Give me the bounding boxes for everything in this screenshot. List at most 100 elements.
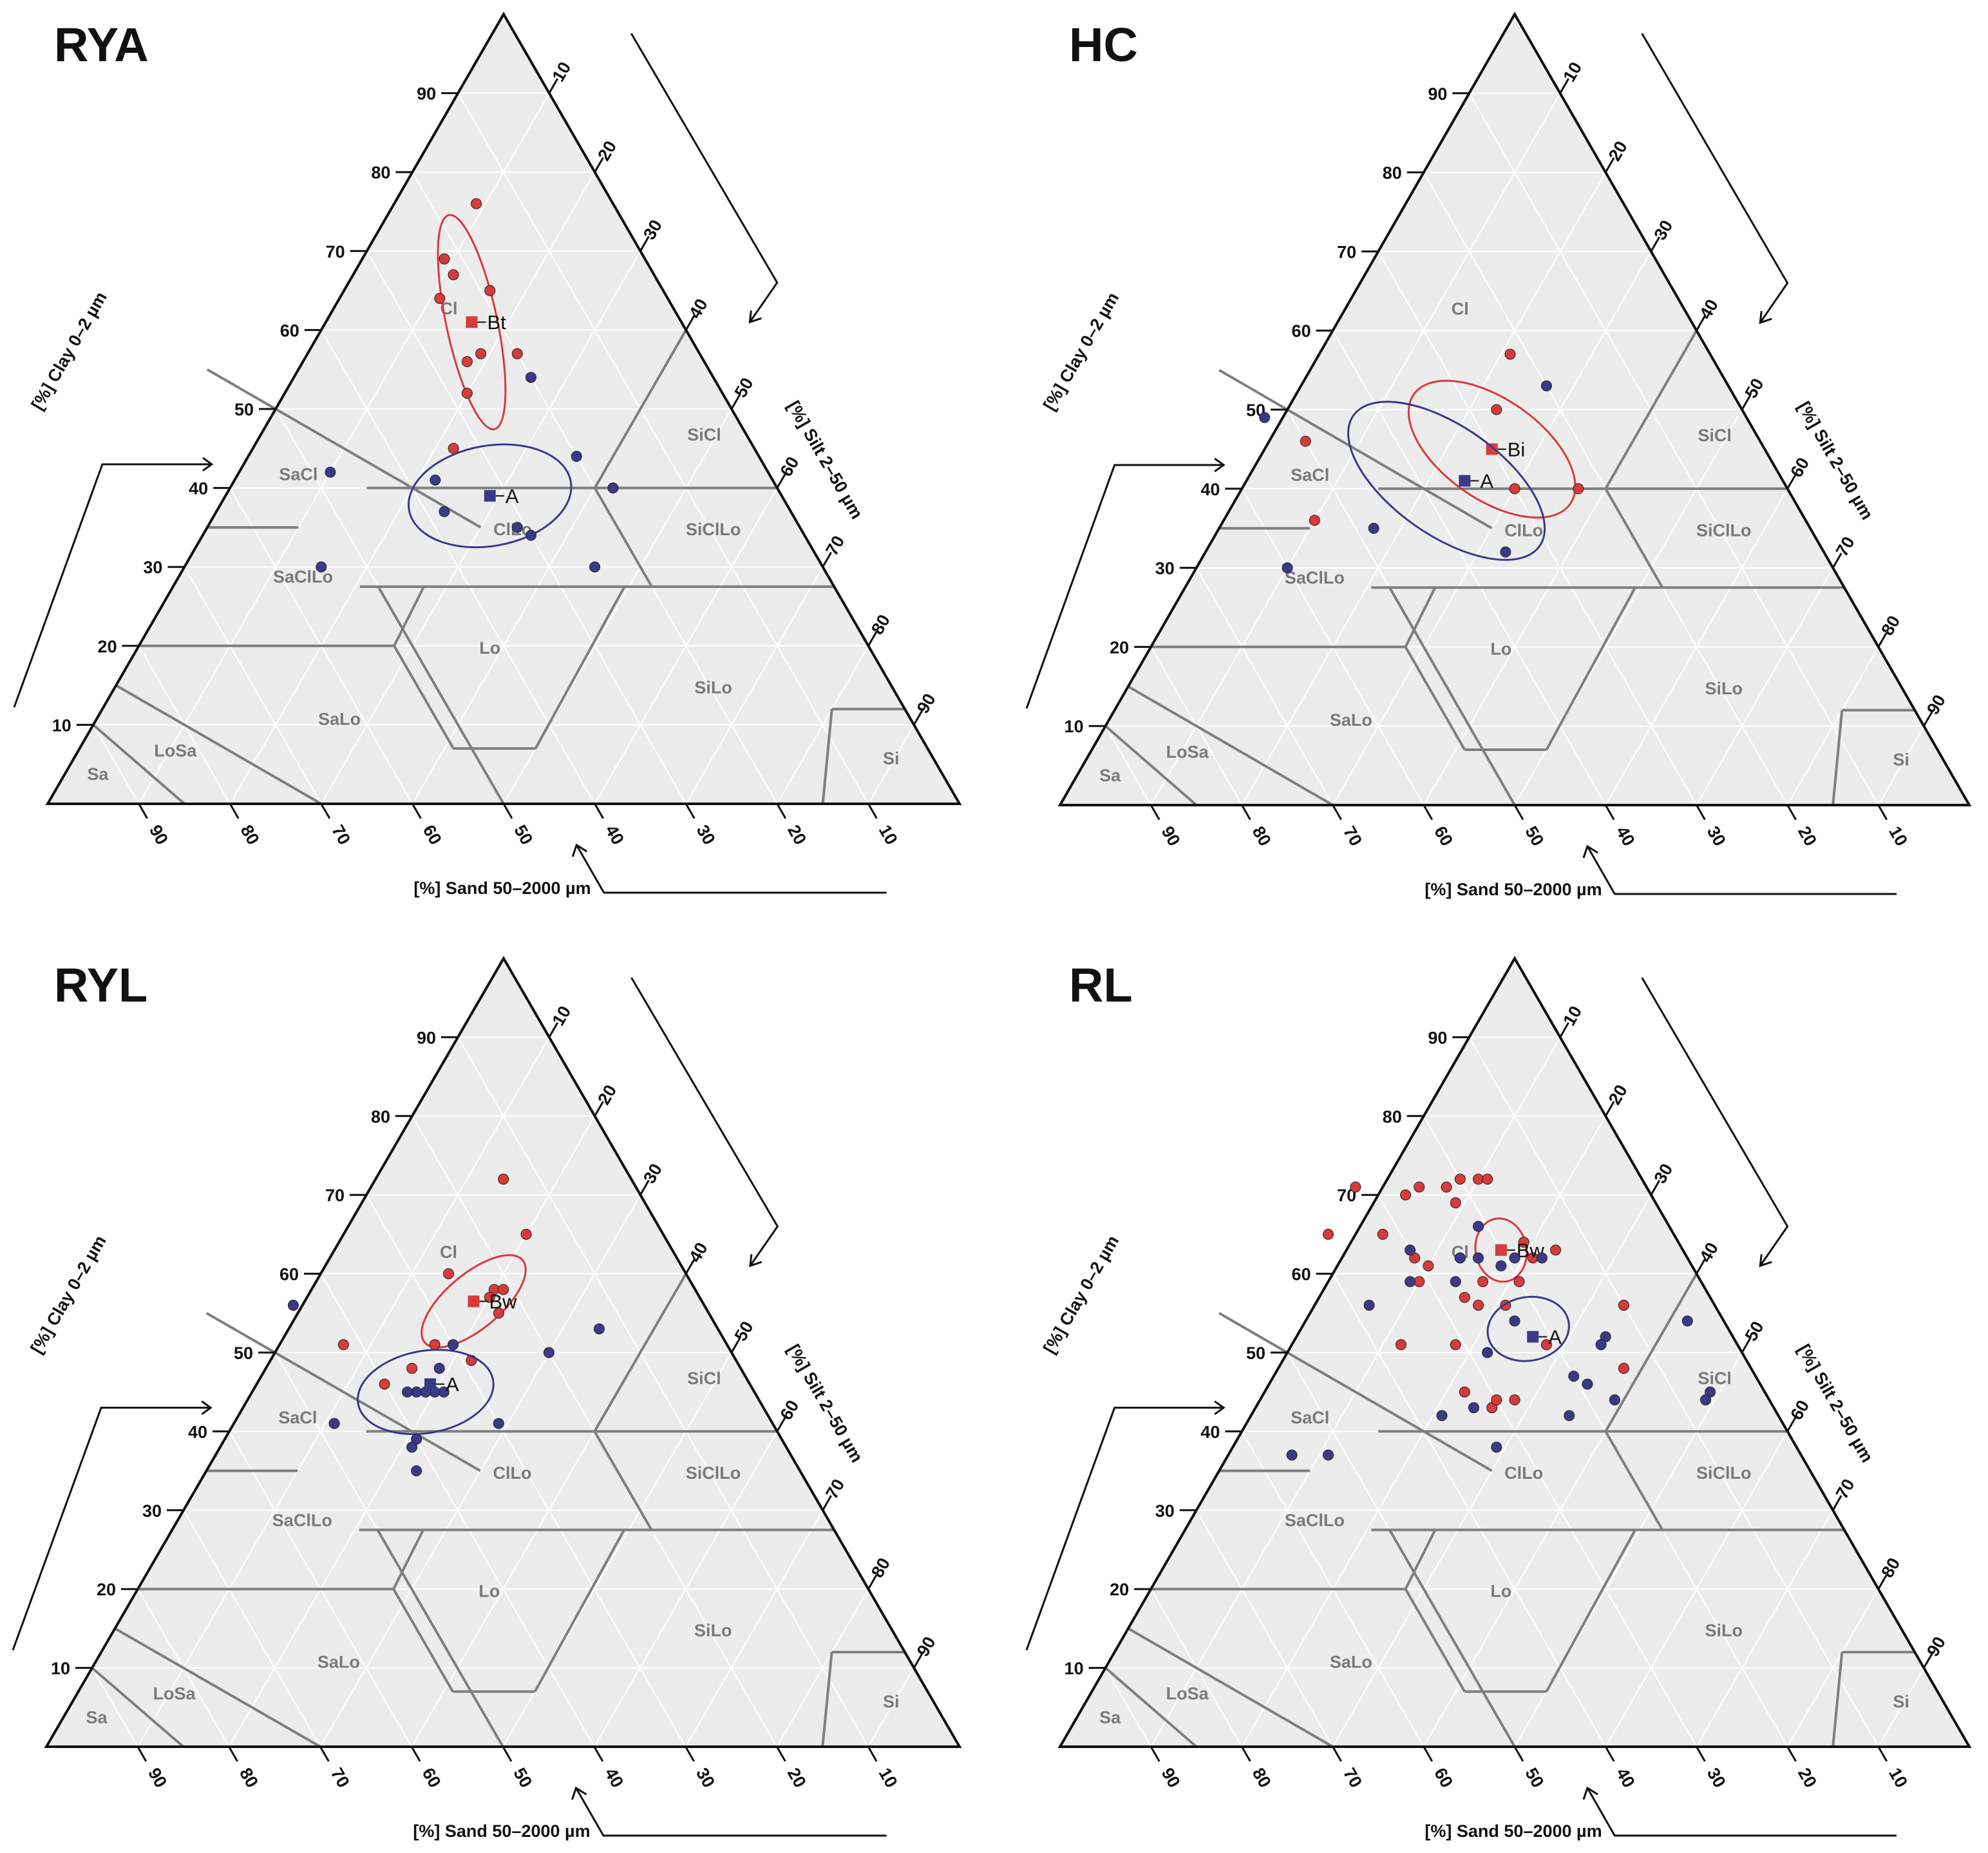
sand-tick-label: 20 bbox=[784, 822, 810, 848]
series-bi: Bi bbox=[1300, 348, 1584, 526]
silt-tick-mark bbox=[1696, 1259, 1706, 1275]
grid-line-silt bbox=[867, 724, 915, 804]
data-point bbox=[484, 1291, 495, 1303]
data-point bbox=[406, 1441, 418, 1453]
grid-line-silt bbox=[1332, 251, 1652, 806]
data-point bbox=[461, 387, 473, 399]
silt-tick-mark bbox=[913, 710, 923, 726]
grid-line-sand bbox=[457, 1036, 869, 1747]
silt-tick-label: 60 bbox=[777, 453, 803, 480]
sand-tick-label: 20 bbox=[784, 1765, 810, 1791]
sand-tick-mark bbox=[1241, 1746, 1251, 1762]
clay-axis-title: [%] Clay 0–2 µm bbox=[27, 1232, 110, 1357]
region-label-sacl: SaCl bbox=[279, 464, 317, 484]
data-point bbox=[448, 1339, 459, 1351]
texture-class-boundary bbox=[593, 1430, 653, 1531]
grid-line-silt bbox=[1332, 1194, 1652, 1747]
sand-tick-label: 90 bbox=[1157, 1765, 1184, 1791]
silt-direction-arrow bbox=[1641, 33, 1789, 323]
data-point bbox=[1564, 1410, 1575, 1421]
horizon-label-a: A bbox=[1548, 1326, 1562, 1349]
grid-line-sand bbox=[366, 251, 687, 804]
sand-tick-mark bbox=[776, 803, 787, 819]
mean-marker bbox=[424, 1378, 437, 1390]
sand-arrow-head bbox=[571, 843, 588, 857]
mean-marker bbox=[484, 489, 496, 502]
panel-title: RL bbox=[1069, 958, 1133, 1012]
clay-arrow-head bbox=[1214, 457, 1226, 473]
data-point bbox=[1504, 348, 1516, 360]
grid-line-sand bbox=[1468, 93, 1879, 806]
clay-tick-label: 40 bbox=[188, 1422, 207, 1441]
data-point bbox=[607, 482, 619, 494]
confidence-ellipse bbox=[437, 214, 507, 431]
sand-tick-mark bbox=[1604, 804, 1615, 821]
grid-line-sand bbox=[366, 1194, 686, 1747]
data-point bbox=[1423, 1260, 1434, 1271]
silt-tick-mark bbox=[913, 1653, 923, 1669]
silt-tick-mark bbox=[1696, 315, 1706, 331]
data-point bbox=[471, 198, 482, 209]
grid-line-sand bbox=[1377, 1194, 1698, 1747]
clay-tick-label: 10 bbox=[1065, 717, 1084, 736]
data-point bbox=[1405, 1276, 1416, 1288]
sand-tick-mark bbox=[1513, 1746, 1524, 1762]
data-point bbox=[1473, 1221, 1484, 1232]
region-label-salo: SaLo bbox=[317, 1653, 360, 1672]
data-point bbox=[1573, 483, 1584, 495]
region-label-si: Si bbox=[883, 1692, 900, 1711]
silt-tick-label: 70 bbox=[822, 533, 848, 559]
data-point bbox=[1618, 1362, 1629, 1374]
silt-tick-mark bbox=[1604, 157, 1615, 173]
data-point bbox=[1609, 1394, 1620, 1405]
data-point bbox=[1482, 1174, 1493, 1185]
series-bt: Bt bbox=[434, 198, 523, 454]
confidence-ellipse bbox=[1407, 379, 1576, 519]
region-label-salo: SaLo bbox=[318, 709, 361, 728]
sand-tick-mark bbox=[412, 803, 422, 819]
data-point bbox=[1681, 1315, 1693, 1327]
grid-line-silt bbox=[776, 1588, 869, 1747]
silt-tick-label: 60 bbox=[1786, 1397, 1813, 1423]
data-point bbox=[325, 466, 336, 478]
data-point bbox=[1414, 1181, 1425, 1193]
silt-tick-mark bbox=[822, 551, 832, 567]
silt-tick-mark bbox=[1923, 1653, 1933, 1669]
region-label-sa: Sa bbox=[86, 1707, 108, 1727]
silt-tick-mark bbox=[685, 315, 696, 331]
clay-tick-label: 40 bbox=[189, 479, 208, 499]
silt-tick-mark bbox=[867, 1573, 878, 1590]
sand-tick-mark bbox=[593, 1746, 604, 1762]
data-point bbox=[511, 348, 523, 359]
texture-class-boundary bbox=[593, 1273, 687, 1432]
silt-tick-label: 90 bbox=[1923, 1633, 1949, 1660]
data-point bbox=[1468, 1402, 1479, 1414]
region-label-sacl: SaCl bbox=[1291, 466, 1329, 485]
region-label-losa: LoSa bbox=[1166, 1684, 1209, 1704]
grid-line-silt bbox=[1786, 1588, 1879, 1747]
silt-tick-mark bbox=[776, 1416, 787, 1432]
data-point bbox=[1595, 1339, 1607, 1351]
silt-tick-label: 20 bbox=[1605, 138, 1631, 164]
sand-tick-mark bbox=[137, 1746, 147, 1762]
data-point bbox=[498, 1174, 509, 1185]
sand-tick-mark bbox=[1241, 804, 1251, 821]
grid-line-sand bbox=[1468, 1036, 1879, 1747]
silt-direction-arrow bbox=[1641, 977, 1789, 1267]
silt-tick-label: 70 bbox=[1832, 533, 1859, 560]
texture-class-boundary bbox=[206, 368, 482, 529]
data-point bbox=[1396, 1339, 1406, 1351]
sand-tick-label: 10 bbox=[875, 822, 902, 848]
sand-tick-label: 80 bbox=[236, 1765, 262, 1791]
region-label-sicllo: SiClLo bbox=[1696, 1463, 1752, 1483]
sand-tick-label: 50 bbox=[509, 1765, 536, 1791]
region-label-silo: SiLo bbox=[694, 1621, 732, 1640]
mean-marker bbox=[466, 316, 478, 328]
silt-tick-label: 60 bbox=[1786, 454, 1813, 480]
region-label-cllo: ClLo bbox=[1504, 1463, 1543, 1483]
data-point bbox=[525, 372, 536, 383]
sand-tick-mark bbox=[320, 803, 331, 819]
clay-tick-label: 70 bbox=[325, 1186, 345, 1205]
texture-class-boundary bbox=[91, 1667, 185, 1748]
clay-axis-title: [%] Clay 0–2 µm bbox=[1039, 289, 1122, 414]
